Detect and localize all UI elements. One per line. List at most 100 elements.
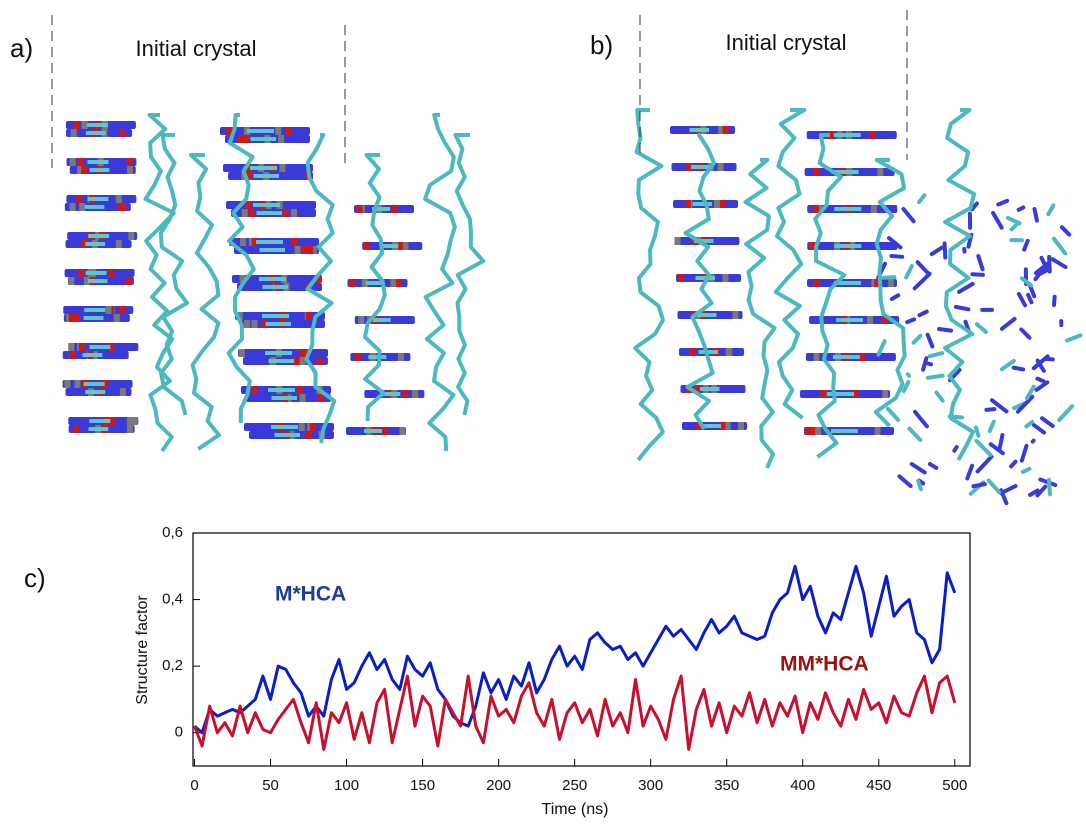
atom bbox=[349, 279, 355, 287]
molecule bbox=[967, 466, 972, 479]
atom bbox=[831, 429, 858, 433]
molecule bbox=[892, 295, 898, 299]
atom bbox=[689, 348, 695, 356]
atom bbox=[74, 314, 80, 322]
atom bbox=[74, 380, 80, 388]
molecule bbox=[920, 312, 927, 316]
atom bbox=[249, 209, 255, 217]
molecule bbox=[1034, 425, 1044, 432]
molecule bbox=[956, 307, 968, 309]
backbone bbox=[191, 155, 219, 449]
atom bbox=[869, 131, 875, 139]
atom bbox=[373, 318, 391, 322]
molecule bbox=[978, 457, 992, 472]
atom bbox=[88, 234, 109, 238]
atom bbox=[291, 238, 297, 246]
atom bbox=[87, 160, 108, 164]
atom bbox=[250, 166, 277, 170]
molecule bbox=[993, 213, 1002, 228]
atom bbox=[275, 433, 301, 437]
molecule bbox=[1028, 295, 1031, 303]
x-tick-label: 450 bbox=[866, 777, 891, 794]
atom bbox=[295, 246, 301, 254]
atom bbox=[263, 285, 289, 289]
atom bbox=[237, 135, 243, 143]
panel-caption: Initial crystal bbox=[725, 30, 846, 55]
atom bbox=[685, 200, 691, 208]
atom bbox=[364, 429, 382, 433]
atom bbox=[738, 422, 744, 430]
atom bbox=[128, 232, 134, 240]
atom bbox=[125, 277, 131, 285]
atom bbox=[693, 202, 713, 206]
atom bbox=[119, 129, 125, 137]
molecule bbox=[907, 319, 914, 322]
molecule bbox=[915, 274, 930, 289]
atom bbox=[85, 242, 105, 246]
molecule bbox=[1008, 218, 1020, 223]
molecule bbox=[1022, 278, 1031, 285]
atom bbox=[398, 353, 404, 361]
backbone bbox=[776, 110, 805, 418]
molecule bbox=[1026, 422, 1032, 426]
atom bbox=[722, 274, 728, 282]
atom bbox=[127, 166, 133, 174]
atom bbox=[78, 158, 84, 166]
atom bbox=[105, 306, 111, 314]
backbone bbox=[876, 160, 905, 426]
atom bbox=[364, 242, 370, 250]
atom bbox=[114, 314, 120, 322]
atom bbox=[293, 357, 299, 365]
atom bbox=[259, 277, 286, 281]
atom bbox=[302, 246, 308, 254]
molecule bbox=[930, 464, 936, 468]
atom bbox=[827, 392, 854, 396]
molecule bbox=[990, 422, 994, 431]
atom bbox=[86, 271, 107, 275]
atom bbox=[127, 425, 133, 433]
atom bbox=[266, 322, 292, 326]
atom bbox=[116, 195, 122, 203]
atom bbox=[871, 205, 877, 213]
atom bbox=[834, 207, 861, 211]
atom bbox=[836, 318, 863, 322]
atom bbox=[79, 343, 85, 351]
atom bbox=[73, 425, 79, 433]
molecule bbox=[977, 324, 986, 332]
x-tick-label: 0 bbox=[190, 777, 198, 794]
atom bbox=[299, 423, 305, 431]
y-tick-label: 0,6 bbox=[162, 524, 183, 541]
molecule bbox=[978, 256, 982, 269]
atom bbox=[834, 244, 861, 248]
molecule bbox=[1033, 441, 1034, 442]
molecule bbox=[915, 412, 927, 427]
molecule bbox=[972, 274, 983, 275]
atom bbox=[69, 351, 75, 359]
atom bbox=[403, 242, 409, 250]
y-tick-label: 0,4 bbox=[162, 591, 183, 608]
atom bbox=[84, 382, 105, 386]
atom bbox=[268, 388, 295, 392]
molecule bbox=[908, 374, 909, 375]
molecule bbox=[883, 277, 894, 278]
molecule bbox=[1014, 368, 1023, 370]
molecule bbox=[903, 209, 913, 221]
molecule bbox=[888, 409, 898, 420]
x-tick-label: 50 bbox=[262, 777, 279, 794]
atom bbox=[85, 205, 105, 209]
atom bbox=[81, 166, 87, 174]
atom bbox=[71, 129, 77, 137]
molecule bbox=[909, 429, 920, 440]
atom bbox=[278, 135, 284, 143]
atom bbox=[306, 431, 312, 439]
atom bbox=[89, 419, 110, 423]
atom bbox=[400, 427, 406, 435]
atom bbox=[814, 279, 820, 287]
molecule bbox=[926, 363, 931, 364]
atom bbox=[283, 209, 289, 217]
atom bbox=[78, 269, 84, 277]
atom bbox=[875, 427, 881, 435]
atom bbox=[84, 316, 104, 320]
chart: Time (ns) Structure factor 00,20,40,6050… bbox=[134, 524, 970, 818]
atom bbox=[70, 158, 76, 166]
